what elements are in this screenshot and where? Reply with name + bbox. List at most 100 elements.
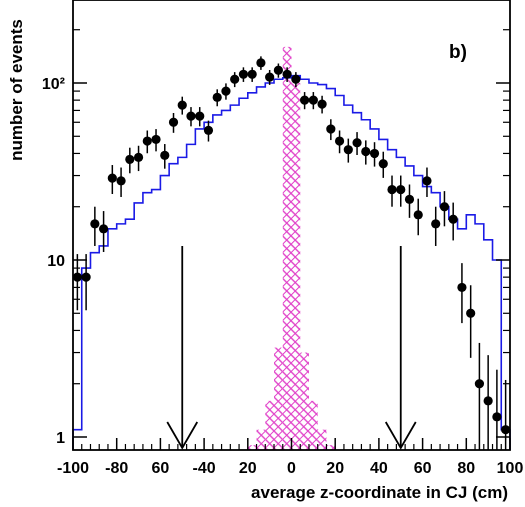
axes: -100 -80 60 -40 20 0 20 40 60 80 100 1 10 10² <box>42 29 524 477</box>
data-marker <box>334 136 345 146</box>
x-tick-label: 80 <box>457 460 475 477</box>
data-marker <box>413 210 423 220</box>
data-marker <box>501 425 511 435</box>
data-marker <box>343 145 353 155</box>
data-point <box>334 130 345 154</box>
data-marker <box>317 99 327 109</box>
data-point <box>413 198 423 236</box>
data-marker <box>265 72 275 82</box>
data-point <box>151 129 161 152</box>
y-tick-label: 10 <box>47 253 65 270</box>
data-marker <box>483 396 493 406</box>
data-marker <box>352 138 362 148</box>
data-marker <box>107 173 117 183</box>
data-point <box>326 119 336 141</box>
mc-step-line <box>72 74 511 450</box>
data-point <box>125 147 135 174</box>
data-marker <box>90 219 100 229</box>
data-marker <box>300 95 310 105</box>
data-marker <box>238 69 249 79</box>
data-marker <box>457 282 467 293</box>
x-tick-label: 40 <box>370 460 388 477</box>
data-point <box>72 254 82 311</box>
x-tick-label: 20 <box>326 460 344 477</box>
data-point <box>492 369 502 450</box>
data-marker <box>466 308 476 318</box>
signal-bin <box>317 429 327 450</box>
y-axis-label: number of events <box>7 19 26 161</box>
data-point <box>457 263 467 324</box>
data-marker <box>369 148 380 159</box>
data-point <box>247 67 257 82</box>
data-point <box>116 167 126 197</box>
data-marker <box>474 379 485 389</box>
data-point <box>107 165 117 194</box>
data-point <box>439 191 450 227</box>
data-point <box>291 72 301 88</box>
data-point <box>387 175 397 207</box>
data-marker <box>492 412 502 422</box>
data-point <box>221 83 231 100</box>
data-point <box>466 285 476 358</box>
x-axis-label: average z-coordinate in CJ (cm) <box>251 483 508 502</box>
data-point <box>168 112 179 133</box>
x-tick-label: 20 <box>239 460 257 477</box>
data-marker <box>387 184 397 195</box>
data-marker <box>404 194 415 204</box>
data-marker <box>98 224 109 234</box>
data-marker <box>142 136 152 146</box>
data-point <box>282 67 292 82</box>
data-marker <box>230 74 240 84</box>
x-tick-label: -100 <box>57 460 89 477</box>
data-point <box>404 184 415 218</box>
data-point <box>98 211 109 252</box>
cut-arrows <box>166 245 417 450</box>
data-point <box>352 132 362 155</box>
data-marker <box>247 69 257 79</box>
arrow-head <box>384 421 417 450</box>
panel-label: b) <box>449 42 467 63</box>
data-marker <box>133 152 144 162</box>
data-point <box>177 96 187 115</box>
y-tick-label: 1 <box>56 430 65 447</box>
data-point <box>361 140 371 165</box>
data-point <box>474 342 485 450</box>
data-point <box>256 56 266 70</box>
signal-bin <box>300 352 309 450</box>
data-point <box>369 142 380 167</box>
data-marker <box>125 154 135 165</box>
data-point <box>300 92 310 110</box>
signal-bin <box>291 83 301 450</box>
data-point <box>133 145 144 172</box>
data-point <box>396 175 406 207</box>
data-marker <box>195 111 205 121</box>
data-marker <box>439 202 450 212</box>
signal-bin <box>256 429 266 450</box>
signal-bin <box>247 445 257 450</box>
data-marker <box>308 95 318 105</box>
data-point <box>238 67 249 82</box>
data-marker <box>81 272 91 282</box>
data-point <box>431 206 441 246</box>
data-marker <box>186 111 196 121</box>
data-marker <box>177 100 187 110</box>
data-point <box>343 138 353 163</box>
signal-histogram <box>247 46 336 451</box>
data-marker <box>361 146 371 157</box>
y-tick-label: 10² <box>42 76 65 93</box>
data-marker <box>422 176 432 186</box>
x-tick-label: 100 <box>497 460 524 477</box>
x-tick-label: 0 <box>287 460 296 477</box>
data-point <box>212 89 222 107</box>
data-point <box>90 206 100 246</box>
signal-bin <box>326 445 336 450</box>
data-marker <box>431 219 441 229</box>
data-point <box>142 130 152 154</box>
signal-bin <box>274 347 283 450</box>
signal-bin <box>282 46 292 451</box>
arrow-head <box>166 421 199 450</box>
x-tick-label: 60 <box>414 460 432 477</box>
cut-arrow <box>384 245 417 450</box>
data-point <box>501 379 511 450</box>
